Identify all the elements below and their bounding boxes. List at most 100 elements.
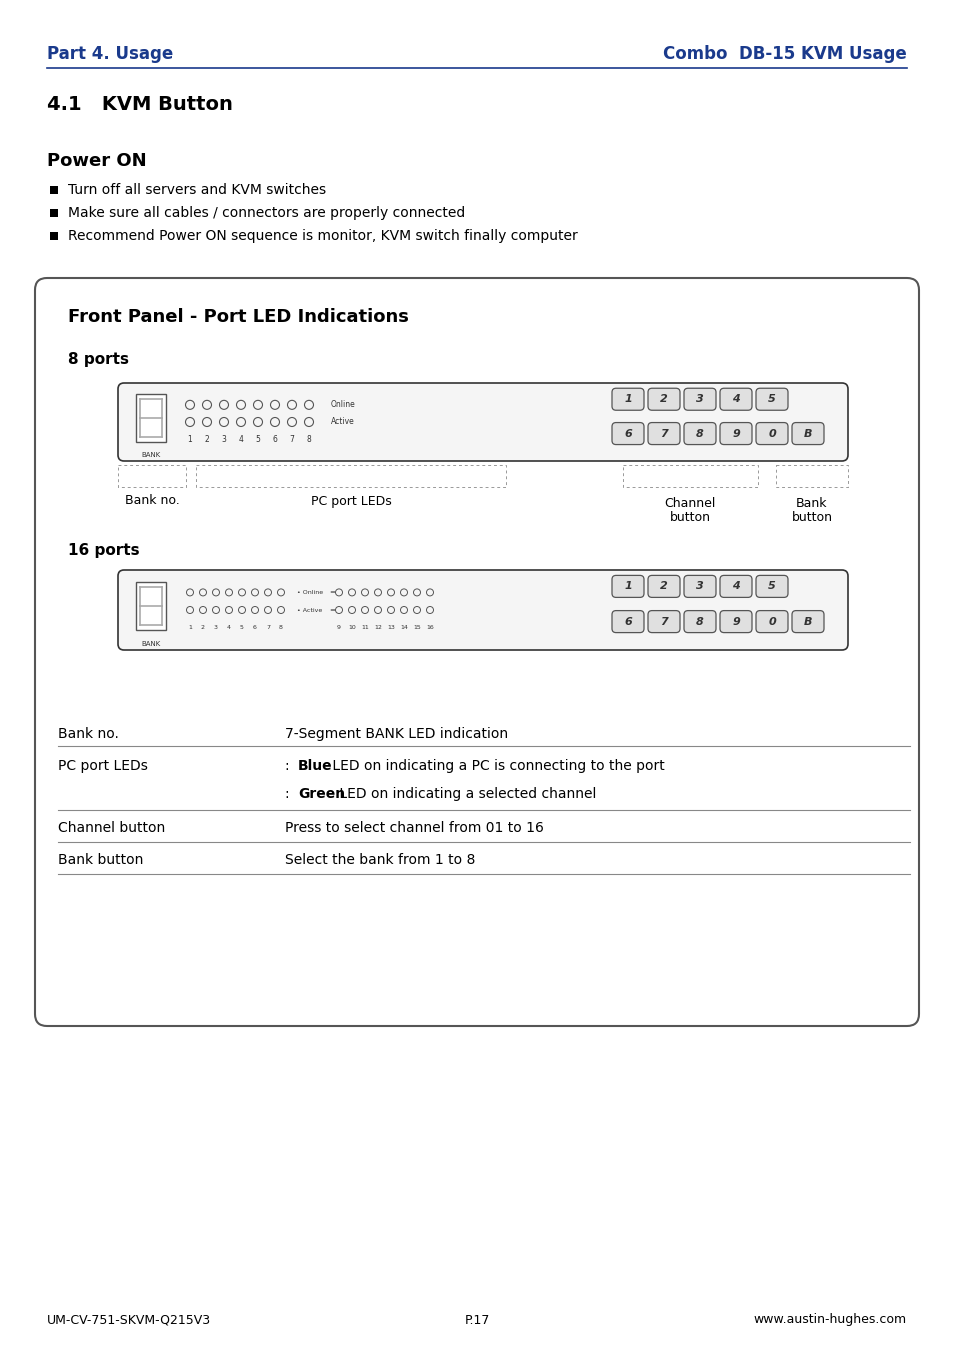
Text: :: : [285, 759, 294, 774]
FancyBboxPatch shape [720, 575, 751, 598]
Text: BANK: BANK [141, 452, 160, 458]
Bar [118, 464, 186, 487]
Text: 16: 16 [426, 625, 434, 630]
Text: Blue: Blue [297, 759, 333, 774]
Text: 9: 9 [336, 625, 340, 630]
Text: 6: 6 [273, 435, 277, 444]
Text: 3: 3 [221, 435, 226, 444]
Text: 2: 2 [204, 435, 209, 444]
Text: 1: 1 [623, 582, 631, 591]
FancyBboxPatch shape [612, 423, 643, 444]
Text: 4: 4 [238, 435, 243, 444]
Text: :: : [285, 787, 294, 801]
Bar [50, 209, 58, 217]
Text: 2: 2 [201, 625, 205, 630]
Text: 4.1   KVM Button: 4.1 KVM Button [47, 95, 233, 113]
Text: 8: 8 [696, 617, 703, 626]
FancyBboxPatch shape [647, 389, 679, 410]
Text: 8: 8 [696, 428, 703, 439]
Text: Make sure all cables / connectors are properly connected: Make sure all cables / connectors are pr… [68, 207, 465, 220]
FancyBboxPatch shape [647, 610, 679, 633]
Text: 0: 0 [767, 428, 775, 439]
Text: Green: Green [297, 787, 345, 801]
FancyBboxPatch shape [612, 575, 643, 598]
Text: LED on indicating a PC is connecting to the port: LED on indicating a PC is connecting to … [328, 759, 664, 774]
FancyBboxPatch shape [647, 423, 679, 444]
Text: 4: 4 [227, 625, 231, 630]
Bar [50, 186, 58, 194]
Text: 6: 6 [253, 625, 256, 630]
FancyBboxPatch shape [118, 570, 847, 649]
FancyBboxPatch shape [683, 389, 716, 410]
Text: Bank no.: Bank no. [58, 728, 119, 741]
Text: 9: 9 [731, 617, 740, 626]
Text: Select the bank from 1 to 8: Select the bank from 1 to 8 [285, 853, 475, 867]
Bar [136, 394, 166, 441]
Text: 16 ports: 16 ports [68, 543, 139, 558]
FancyBboxPatch shape [35, 278, 918, 1026]
FancyBboxPatch shape [118, 383, 847, 460]
FancyBboxPatch shape [647, 575, 679, 598]
Text: 2: 2 [659, 582, 667, 591]
Text: Bank: Bank [796, 497, 827, 510]
Text: button: button [669, 512, 710, 524]
Text: =: = [329, 590, 335, 595]
Text: UM-CV-751-SKVM-Q215V3: UM-CV-751-SKVM-Q215V3 [47, 1314, 211, 1327]
Text: Part 4. Usage: Part 4. Usage [47, 45, 173, 63]
Text: Active: Active [331, 417, 355, 427]
Text: 12: 12 [374, 625, 381, 630]
Text: 2: 2 [659, 394, 667, 404]
Text: • Active: • Active [296, 608, 322, 613]
FancyBboxPatch shape [791, 610, 823, 633]
Text: button: button [791, 512, 832, 524]
Bar [50, 232, 58, 240]
Text: 7: 7 [266, 625, 270, 630]
FancyBboxPatch shape [791, 423, 823, 444]
Text: 1: 1 [623, 394, 631, 404]
FancyBboxPatch shape [612, 389, 643, 410]
Text: 1: 1 [188, 435, 193, 444]
FancyBboxPatch shape [755, 389, 787, 410]
FancyBboxPatch shape [755, 575, 787, 598]
Text: 1: 1 [188, 625, 192, 630]
Text: 15: 15 [413, 625, 420, 630]
Text: 10: 10 [348, 625, 355, 630]
Text: 7: 7 [659, 617, 667, 626]
Text: 3: 3 [696, 582, 703, 591]
Text: 13: 13 [387, 625, 395, 630]
Text: 8 ports: 8 ports [68, 352, 129, 367]
Text: PC port LEDs: PC port LEDs [311, 494, 391, 508]
Text: 8: 8 [279, 625, 283, 630]
Text: 14: 14 [399, 625, 408, 630]
Text: 6: 6 [623, 428, 631, 439]
Text: 6: 6 [623, 617, 631, 626]
Text: 7: 7 [659, 428, 667, 439]
Text: Turn off all servers and KVM switches: Turn off all servers and KVM switches [68, 184, 326, 197]
Text: Bank button: Bank button [58, 853, 143, 867]
Text: BANK: BANK [141, 641, 160, 647]
Text: LED on indicating a selected channel: LED on indicating a selected channel [335, 787, 596, 801]
FancyBboxPatch shape [755, 423, 787, 444]
Text: Front Panel - Port LED Indications: Front Panel - Port LED Indications [68, 308, 409, 325]
Text: Channel button: Channel button [58, 821, 165, 836]
FancyBboxPatch shape [612, 610, 643, 633]
Text: Recommend Power ON sequence is monitor, KVM switch finally computer: Recommend Power ON sequence is monitor, … [68, 230, 578, 243]
Text: Press to select channel from 01 to 16: Press to select channel from 01 to 16 [285, 821, 543, 836]
Text: =: = [329, 608, 335, 613]
Text: B: B [803, 617, 811, 626]
Text: • Online: • Online [296, 590, 323, 595]
Text: 7-Segment BANK LED indication: 7-Segment BANK LED indication [285, 728, 508, 741]
FancyBboxPatch shape [683, 610, 716, 633]
Text: Bank no.: Bank no. [125, 494, 179, 508]
Bar [195, 464, 505, 487]
Text: 5: 5 [240, 625, 244, 630]
Text: Power ON: Power ON [47, 153, 147, 170]
Text: 5: 5 [767, 582, 775, 591]
Text: 3: 3 [213, 625, 218, 630]
Bar [622, 464, 758, 487]
Text: 4: 4 [731, 394, 740, 404]
Text: 4: 4 [731, 582, 740, 591]
FancyBboxPatch shape [683, 575, 716, 598]
Bar [775, 464, 847, 487]
Text: 8: 8 [306, 435, 311, 444]
